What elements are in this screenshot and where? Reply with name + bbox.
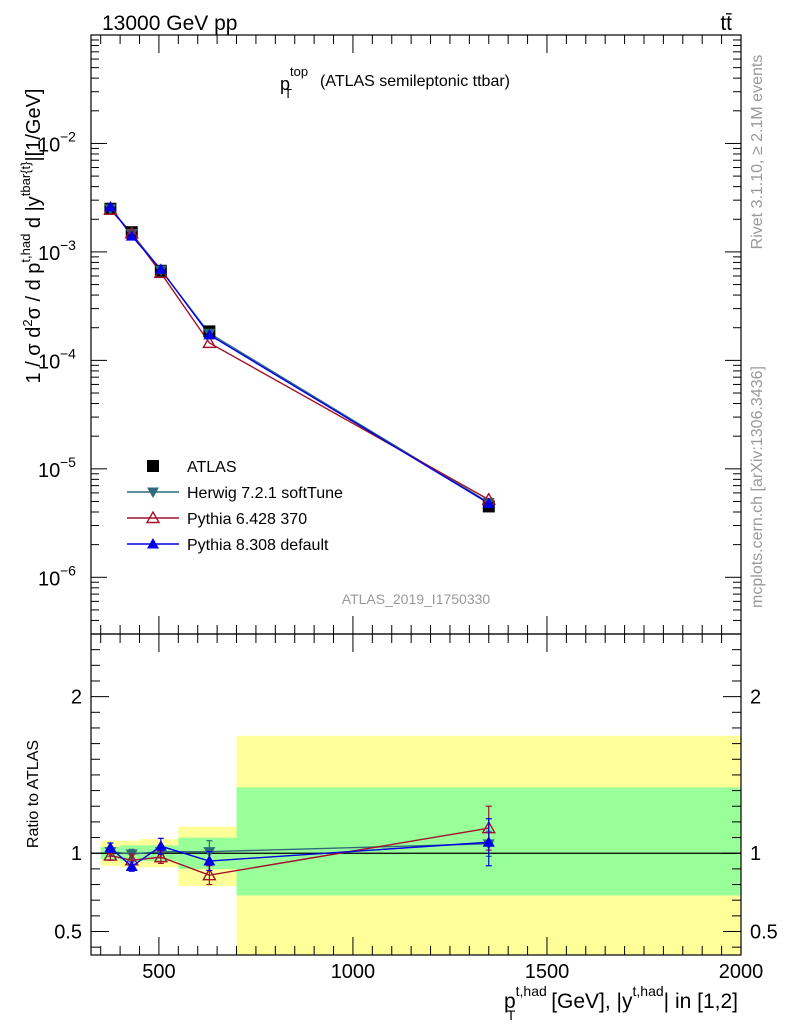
ylabel-part-d: |[1/GeV] [23,89,45,162]
main-title-sub: T [284,86,292,101]
main-y-tick-exponent: −2 [60,128,76,144]
xlabel-part-b: [GeV], |y [545,990,633,1013]
energy-label: 13000 GeV pp [102,12,237,35]
legend-label-pythia-8-308-default: Pythia 8.308 default [187,537,329,554]
main-line-pythia-6-428-370 [109,209,490,501]
ratio-point-pythia-6-428-370 [153,849,169,863]
ylabel-part-b-sup: t,had [18,234,33,263]
main-y-tick-exponent: −3 [60,237,76,253]
analysis-watermark: ATLAS_2019_I1750330 [342,591,491,607]
main-title-sup: top [290,64,308,79]
xlabel-part-a: p [504,990,516,1013]
ylabel-part-c: d |y [23,196,45,233]
ylabel-part-b: σ / d p [23,263,45,320]
legend-marker-herwig-7-2-1-softtune [147,487,159,498]
ratio-y-tick-label-right: 1 [750,843,761,865]
xlabel-part-c: | in [1,2] [664,990,738,1013]
main-y-tick-label: 10 [38,134,60,156]
main-point-pythia-8-308-default [154,263,167,274]
main-ylabel: 1 / σ d2σ / d pt,had d |ytbar{t}|[1/GeV] [18,89,45,384]
legend-marker-pythia-6-428-370 [145,510,161,524]
main-line-pythia-8-308-default [109,206,490,505]
ratio-point-pythia-8-308-default [125,860,138,872]
ratio-y-tick-label-left: 2 [71,687,82,709]
ratio-panel-frame [90,633,742,956]
main-y-tick-exponent: −6 [60,562,76,578]
ratio-point-pythia-8-308-default [482,836,495,847]
rivet-label: Rivet 3.1.10, ≥ 2.1M events [749,55,766,250]
ratio-point-pythia-6-428-370 [103,848,118,861]
legend-label-pythia-6-428-370: Pythia 6.428 370 [187,511,307,528]
main-point-pythia-8-308-default [125,230,138,241]
main-y-tick-label: 10 [38,568,60,590]
ratio-x-tick-label: 1500 [525,961,570,983]
ratio-y-tick-label-left: 0.5 [54,922,82,944]
main-point-pythia-8-308-default [104,200,117,212]
ratio-y-tick-label-right: 0.5 [750,922,778,944]
legend-label-herwig-7-2-1-softtune: Herwig 7.2.1 softTune [187,485,343,502]
ratio-point-pythia-6-428-370 [202,867,217,881]
ratio-point-pythia-8-308-default [104,841,117,853]
main-point-pythia-8-308-default [482,497,495,508]
main-point-pythia-8-308-default [203,328,216,340]
xlabel-part-a-sup: t,had [516,983,547,999]
ratio-y-tick-label-left: 1 [71,843,82,865]
ylabel-part-c-sup: tbar{t} [18,161,33,196]
ratio-x-tick-label: 1000 [331,961,376,983]
main-title-rest: (ATLAS semileptonic ttbar) [320,73,510,90]
main-y-tick-exponent: −4 [60,345,76,361]
xlabel-part-b-sup: t,had [633,983,664,999]
ratio-point-pythia-8-308-default [203,855,216,866]
main-point-pythia-6-428-370 [202,335,217,349]
ratio-ylabel: Ratio to ATLAS [25,740,42,848]
legend-marker-atlas [147,460,159,472]
ylabel-part-a: 1 / σ d [23,327,45,384]
main-y-tick-label: 10 [38,460,60,482]
ratio-y-tick-label-right: 2 [750,687,761,709]
mcplots-label: mcplots.cern.ch [arXiv:1306.3436] [749,366,766,608]
main-y-tick-label: 10 [38,243,60,265]
ratio-xlabel: pt,had T [GeV], |yt,had| in [1,2] [504,983,738,1023]
legend-marker-pythia-8-308-default [147,538,159,549]
main-line-herwig-7-2-1-softtune [109,208,490,504]
xlabel-part-a-sub: T [507,1007,516,1023]
legend-label-atlas: ATLAS [187,459,237,476]
main-y-tick-exponent: −5 [60,454,76,470]
main-title: ptop T [280,64,308,101]
main-y-tick-label: 10 [38,351,60,373]
ratio-point-pythia-8-308-default [154,840,167,851]
main-title-p: p [280,74,290,94]
ratio-x-tick-label: 2000 [719,961,764,983]
ylabel-part-a-sup: 2 [20,319,35,326]
process-label: tt̄ [720,12,732,35]
ratio-x-tick-label: 500 [142,961,175,983]
